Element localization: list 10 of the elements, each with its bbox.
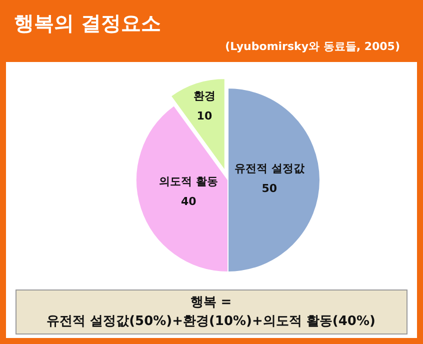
chart-title: 행복의 결정요소 xyxy=(14,11,161,35)
data-label: 10 xyxy=(196,109,212,122)
data-label: 50 xyxy=(262,182,278,195)
data-label: 40 xyxy=(180,194,197,208)
slice-label: 환경 xyxy=(193,89,216,102)
text: 유전적 설정값(50%)+환경(10%)+의도적 활동(40%) xyxy=(46,314,376,329)
text: 행복 = xyxy=(190,295,232,310)
slice-label: 의도적 활동 xyxy=(159,174,218,188)
slice-label: 유전적 설정값 xyxy=(234,162,306,175)
chart-subtitle: (Lyubomirsky와 동료들, 2005) xyxy=(225,40,400,53)
